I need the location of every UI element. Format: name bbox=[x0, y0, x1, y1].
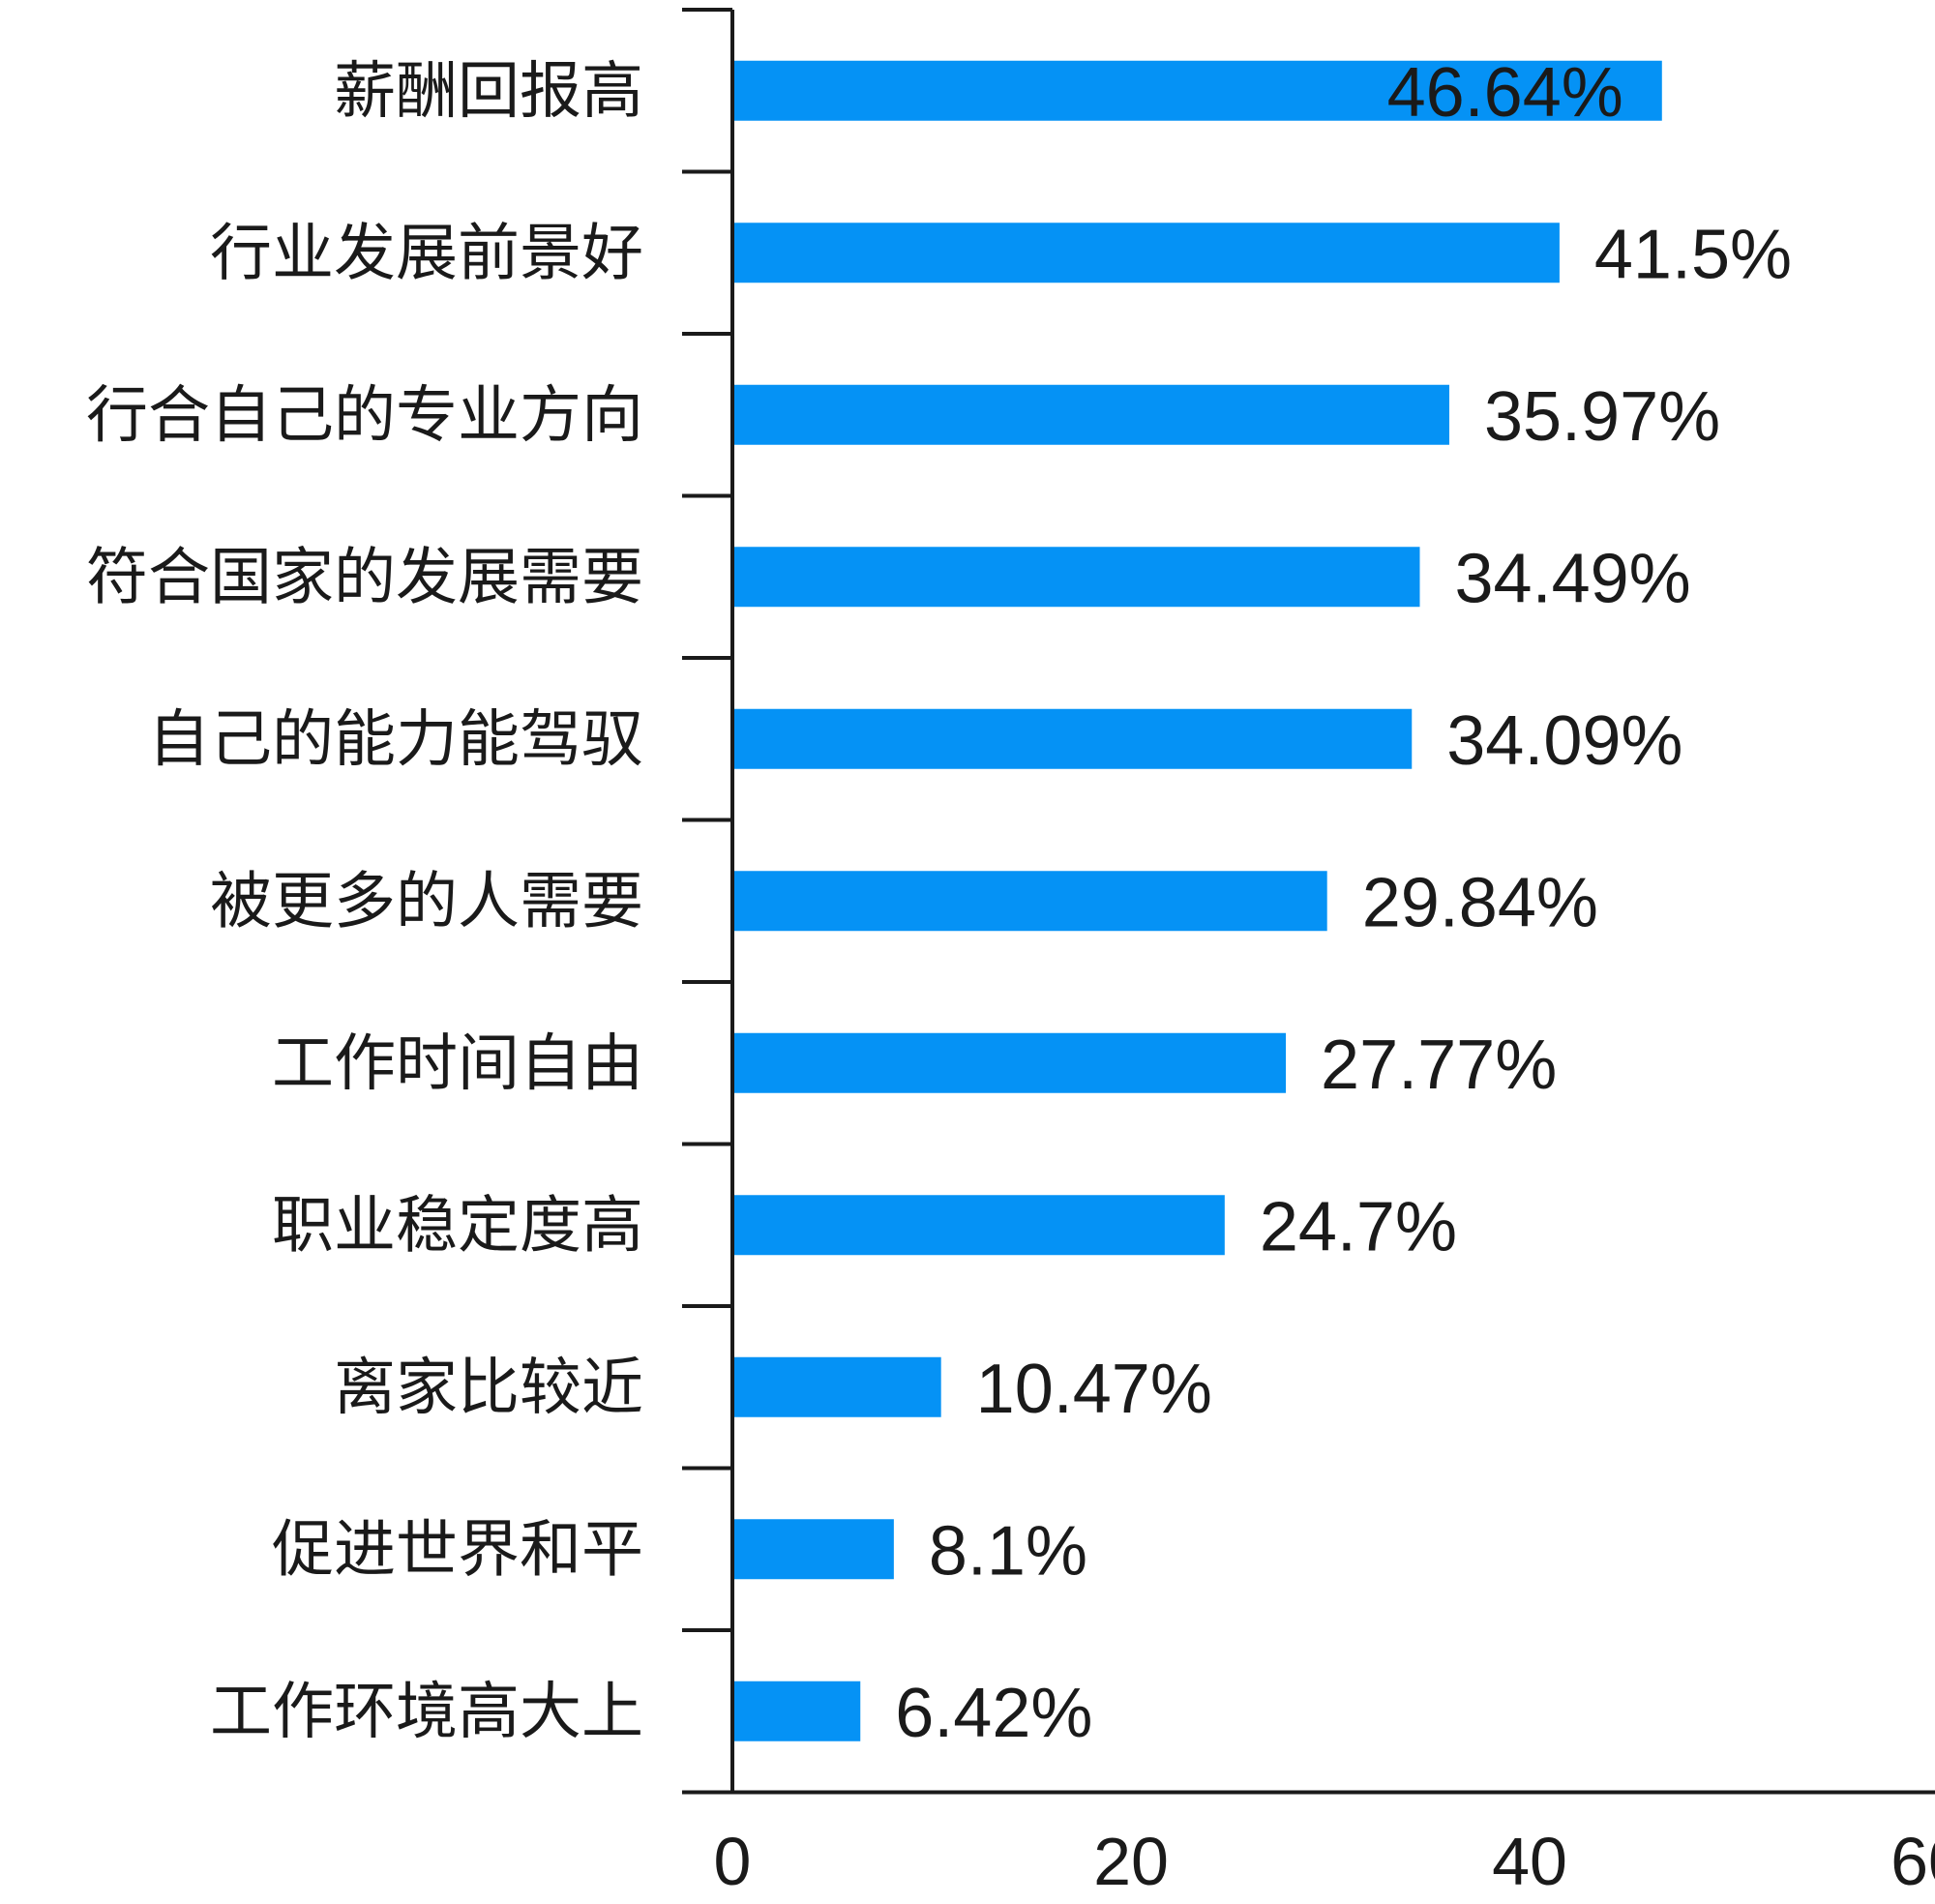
category-label: 被更多的人需要 bbox=[210, 866, 643, 937]
x-tick-labels-group: 0 20 40 60 bbox=[714, 1824, 1935, 1899]
bar-2 bbox=[732, 223, 1560, 283]
x-tick-label: 0 bbox=[714, 1824, 752, 1899]
axes-group bbox=[682, 8, 1935, 1795]
category-label: 促进世界和平 bbox=[272, 1514, 643, 1586]
value-label: 10.47% bbox=[976, 1351, 1212, 1428]
category-label: 符合国家的发展需要 bbox=[86, 542, 643, 613]
bar-6 bbox=[732, 871, 1327, 932]
x-tick-label: 20 bbox=[1093, 1824, 1169, 1899]
category-label: 自己的能力能驾驭 bbox=[148, 704, 643, 776]
category-label: 工作时间自由 bbox=[272, 1028, 643, 1100]
bar-10 bbox=[732, 1519, 894, 1580]
bar-1 bbox=[732, 60, 1662, 121]
value-label: 35.97% bbox=[1484, 378, 1720, 456]
value-label: 34.49% bbox=[1454, 540, 1690, 617]
value-label: 29.84% bbox=[1362, 864, 1598, 941]
value-label: 34.09% bbox=[1446, 702, 1682, 780]
bar-11 bbox=[732, 1681, 861, 1741]
category-labels-group: 薪酬回报高行业发展前景好行合自己的专业方向符合国家的发展需要自己的能力能驾驭被更… bbox=[86, 56, 643, 1748]
x-tick-label: 40 bbox=[1492, 1824, 1567, 1899]
bar-3 bbox=[732, 384, 1449, 445]
bar-9 bbox=[732, 1356, 941, 1417]
value-label: 6.42% bbox=[895, 1675, 1092, 1752]
value-label: 41.5% bbox=[1594, 216, 1792, 293]
bar-4 bbox=[732, 547, 1420, 608]
value-label: 46.64% bbox=[1387, 54, 1623, 132]
category-label: 工作环境高大上 bbox=[210, 1677, 643, 1748]
value-label: 24.7% bbox=[1260, 1188, 1457, 1265]
value-label: 27.77% bbox=[1321, 1026, 1557, 1104]
value-labels-group: 46.64% 41.5% 35.97% 34.49% 34.09% 29.84% 27.77… bbox=[895, 54, 1792, 1752]
category-label: 行业发展前景好 bbox=[210, 218, 643, 289]
bar-8 bbox=[732, 1195, 1225, 1256]
bar-5 bbox=[732, 708, 1413, 769]
value-label: 8.1% bbox=[929, 1512, 1087, 1590]
category-label: 职业稳定度高 bbox=[272, 1190, 643, 1262]
category-label: 薪酬回报高 bbox=[334, 56, 643, 128]
category-label: 离家比较近 bbox=[334, 1353, 643, 1424]
category-label: 行合自己的专业方向 bbox=[86, 380, 643, 452]
bars-group bbox=[732, 60, 1662, 1741]
x-tick-label: 60 bbox=[1890, 1824, 1935, 1899]
bar-7 bbox=[732, 1032, 1287, 1093]
